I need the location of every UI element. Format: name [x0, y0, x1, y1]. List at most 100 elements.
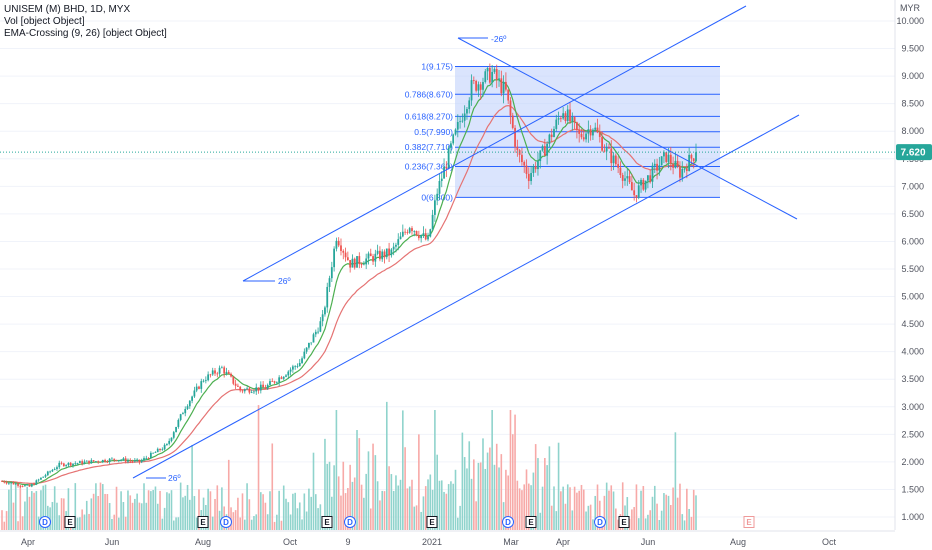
ema-9-line [1, 78, 697, 486]
candle-body [580, 133, 583, 138]
candle-body [106, 461, 109, 463]
candle-body [649, 175, 652, 182]
y-tick-label: 9.000 [901, 71, 924, 81]
candle-body [392, 246, 395, 250]
volume-bar [230, 507, 232, 530]
volume-bar [365, 473, 367, 530]
volume-bar [51, 501, 54, 530]
volume-bar [360, 484, 363, 530]
x-tick-label: 9 [345, 537, 350, 547]
candle-body [571, 117, 574, 122]
candle-body [74, 463, 77, 465]
candle-body [101, 459, 104, 463]
candle-body [37, 479, 40, 481]
volume-bar [548, 446, 551, 530]
volume-bar [232, 512, 235, 530]
volume-bar [637, 518, 640, 530]
volume-bar [683, 520, 686, 530]
volume-bar [381, 490, 384, 530]
candle-body [647, 175, 649, 181]
volume-bar [349, 464, 351, 530]
volume-bar [626, 497, 629, 530]
volume-bar [58, 515, 61, 530]
volume-bar [296, 508, 299, 530]
volume-bar [422, 496, 425, 530]
volume-bar [658, 519, 661, 530]
volume-bar [500, 454, 503, 530]
volume-bar [436, 454, 438, 530]
candle-body [280, 377, 283, 379]
volume-bar [498, 467, 500, 530]
y-tick-label: 6.500 [901, 209, 924, 219]
candle-body [209, 374, 212, 376]
candle-body [108, 458, 111, 462]
candle-body [550, 134, 553, 137]
volume-bar [603, 495, 606, 530]
volume-bar [12, 502, 15, 530]
candle-body [131, 460, 134, 462]
volume-bar [24, 501, 26, 530]
volume-bar [621, 482, 624, 530]
volume-bar [271, 443, 274, 530]
volume-bar [356, 430, 358, 530]
candle-body [333, 248, 336, 268]
candle-body [470, 80, 473, 101]
candle-body [555, 119, 558, 129]
candle-body [521, 154, 523, 163]
volume-bar [392, 490, 395, 530]
candle-body [207, 374, 210, 381]
candle-body [507, 89, 510, 101]
candle-body [633, 190, 636, 196]
candle-body [253, 391, 255, 393]
volume-bar [108, 503, 111, 530]
candle-body [644, 180, 647, 190]
y-tick-label: 4.000 [901, 347, 924, 357]
candle-body [182, 413, 184, 415]
candle-body [127, 460, 129, 462]
candle-body [198, 386, 200, 389]
volume-bar [140, 503, 143, 530]
candle-body [202, 380, 205, 382]
volume-bar [120, 491, 122, 530]
volume-bar [328, 461, 331, 530]
y-tick-label: 2.000 [901, 457, 924, 467]
candle-body [617, 164, 620, 168]
volume-bar [145, 502, 148, 530]
candle-body [33, 484, 35, 485]
candle-body [362, 264, 365, 266]
volume-bar [404, 447, 406, 530]
volume-bar [608, 490, 610, 530]
volume-bar [257, 405, 260, 530]
candle-series [1, 63, 697, 488]
candle-body [188, 400, 191, 407]
candle-body [450, 143, 452, 148]
candle-body [676, 160, 679, 167]
candle-body [168, 440, 171, 444]
candle-body [259, 384, 262, 391]
volume-bar [239, 517, 242, 530]
candle-body [553, 128, 555, 137]
volume-bar [129, 495, 132, 530]
volume-bar [143, 483, 145, 530]
candle-body [340, 245, 342, 251]
volume-bar [198, 489, 200, 530]
earnings-marker [64, 516, 76, 528]
candle-body [395, 244, 397, 247]
volume-bar [81, 509, 83, 530]
candle-body [211, 370, 214, 375]
candle-body [624, 178, 626, 181]
candle-body [92, 460, 95, 462]
volume-bar [1, 510, 3, 530]
candle-body [477, 84, 480, 91]
candle-body [516, 146, 519, 151]
volume-bar [276, 514, 278, 530]
candle-body [532, 166, 535, 174]
volume-bar [37, 516, 40, 530]
candle-body [640, 179, 642, 186]
candle-body [179, 414, 182, 420]
volume-bar [507, 475, 509, 530]
volume-bar [310, 496, 313, 530]
volume-bar [227, 459, 230, 530]
candle-body [475, 80, 478, 91]
